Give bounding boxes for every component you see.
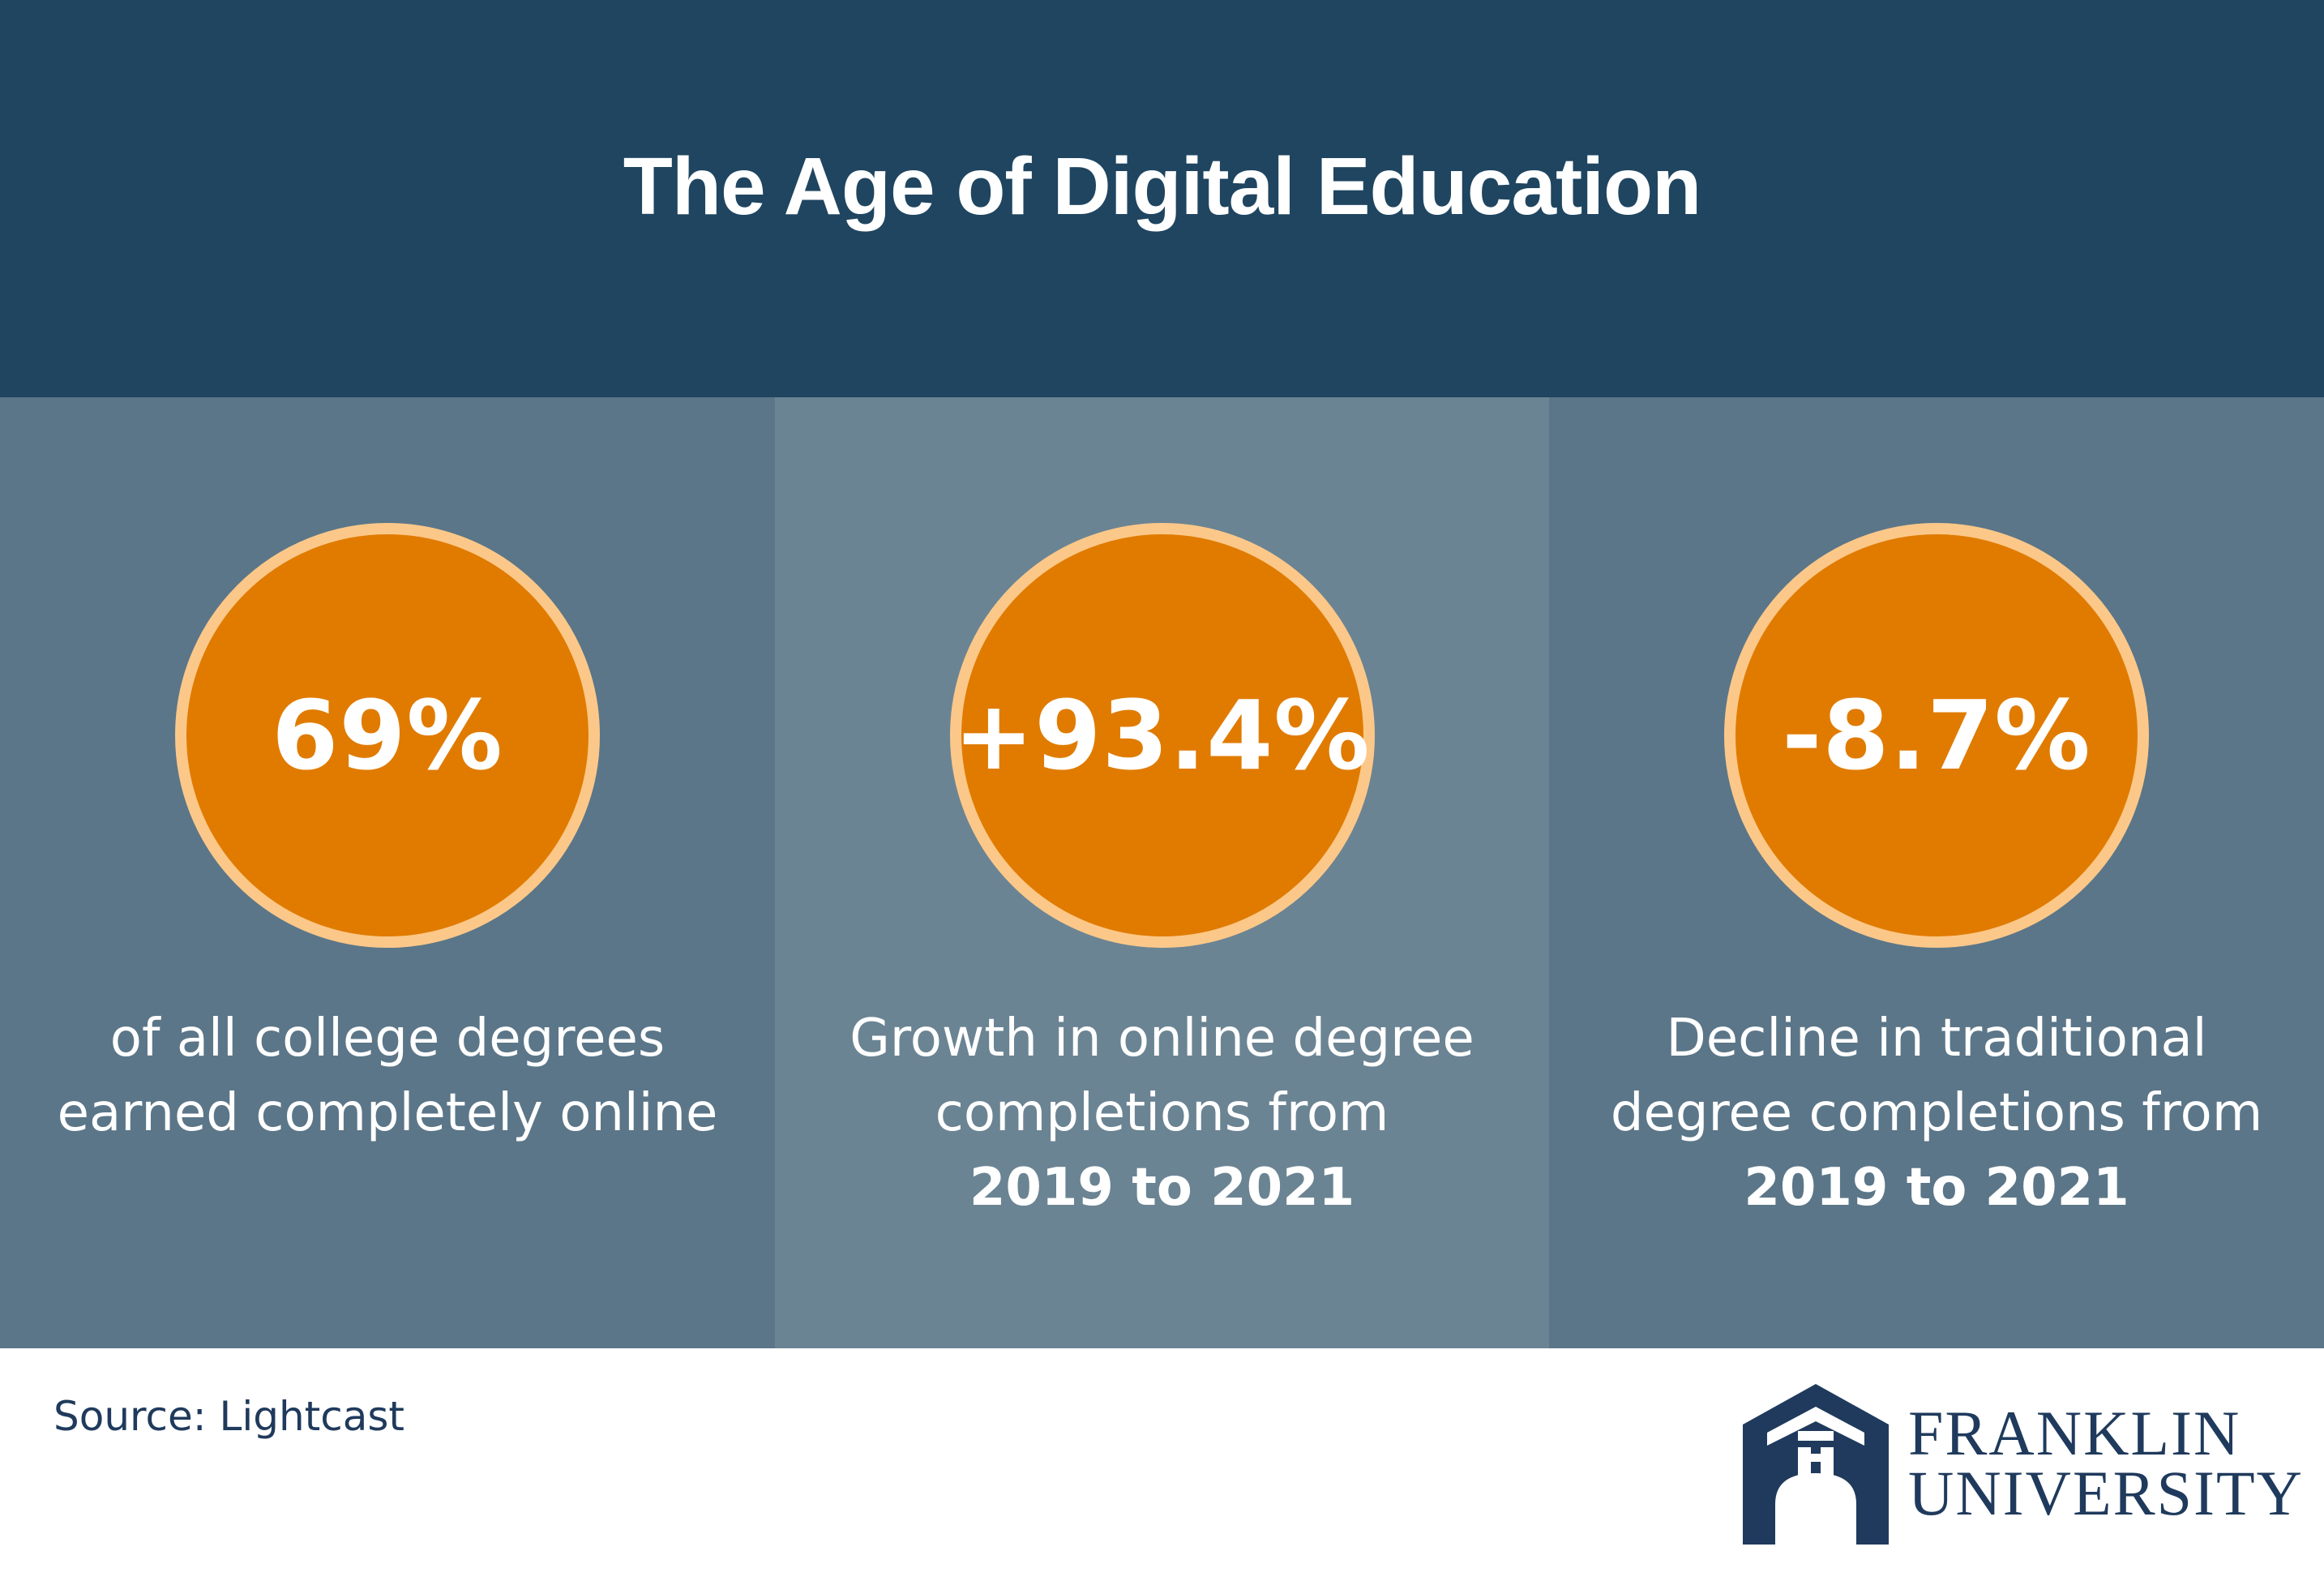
- stat-panel-traditional-decline: -8.7% Decline in traditional degree comp…: [1549, 397, 2324, 1348]
- stat-caption: Growth in online degree completions from…: [775, 1001, 1549, 1225]
- stat-caption-line: of all college degrees: [109, 1009, 666, 1069]
- logo-wordmark: FRANKLIN UNIVERSITY: [1908, 1398, 2304, 1528]
- stat-caption-line: Decline in traditional: [1666, 1009, 2207, 1069]
- stat-value: -8.7%: [1782, 679, 2091, 791]
- stat-caption: of all college degrees earned completely…: [0, 1001, 775, 1150]
- stat-panel-online-growth: +93.4% Growth in online degree completio…: [775, 397, 1549, 1348]
- stat-caption-years: 2019 to 2021: [1744, 1158, 2129, 1218]
- source-note: Source: Lightcast: [53, 1393, 405, 1440]
- stat-caption: Decline in traditional degree completion…: [1549, 1001, 2324, 1225]
- stat-circle: 69%: [175, 523, 600, 948]
- stat-panel-online-share: 69% of all college degrees earned comple…: [0, 397, 775, 1348]
- stat-caption-line: Growth in online degree: [850, 1009, 1474, 1069]
- stat-value: +93.4%: [953, 679, 1371, 791]
- page-title: The Age of Digital Education: [623, 140, 1701, 232]
- franklin-arch-logo-icon: [1743, 1384, 1889, 1545]
- header-banner: The Age of Digital Education: [0, 0, 2324, 397]
- stat-caption-line: completions from: [935, 1083, 1389, 1143]
- stat-caption-line: earned completely online: [57, 1083, 718, 1143]
- logo-line-franklin: FRANKLIN: [1908, 1398, 2241, 1468]
- stat-caption-line: degree completions from: [1610, 1083, 2263, 1143]
- stat-caption-years: 2019 to 2021: [969, 1158, 1355, 1218]
- stat-circle: +93.4%: [949, 523, 1375, 948]
- stat-value: 69%: [272, 679, 503, 791]
- stat-circle: -8.7%: [1724, 523, 2149, 948]
- stats-panels: 69% of all college degrees earned comple…: [0, 397, 2324, 1348]
- logo-line-university: UNIVERSITY: [1908, 1458, 2304, 1528]
- franklin-university-logo: FRANKLIN UNIVERSITY: [1743, 1382, 2304, 1545]
